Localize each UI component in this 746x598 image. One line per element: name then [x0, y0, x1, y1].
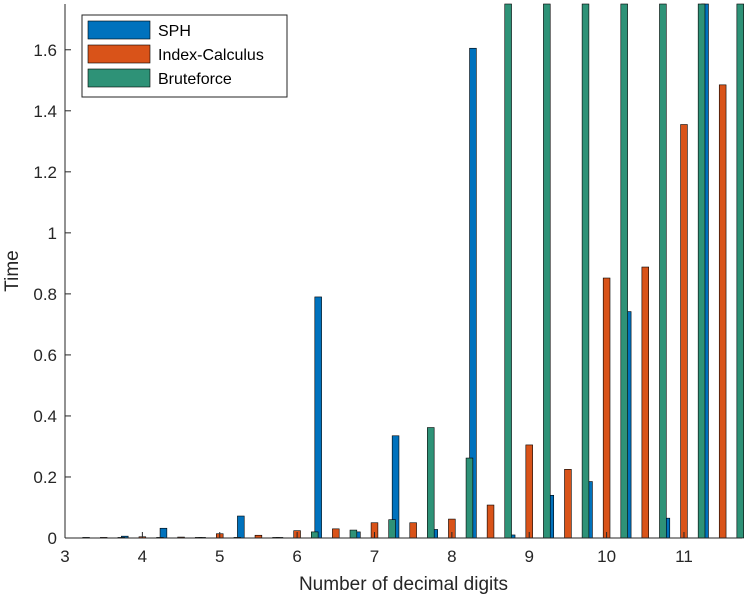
- y-tick-label: 1: [48, 224, 57, 243]
- bar-bruteforce-11: [543, 3, 551, 539]
- bar-bruteforce-12: [581, 3, 590, 539]
- x-tick-label: 3: [60, 547, 69, 566]
- bar-index-calculus-13: [602, 277, 611, 539]
- y-tick-label: 0.6: [33, 346, 57, 365]
- legend-label-bruteforce: Bruteforce: [158, 71, 232, 88]
- bar-index-calculus-11: [525, 444, 533, 539]
- bar-bruteforce-10: [504, 3, 512, 539]
- axes-group: [64, 4, 742, 539]
- bar-sph-4: [237, 515, 245, 539]
- ticks-group: 3 4 5 6 7 8 9 10 11 0 0.2 0.4 0.6 0.8 1 1.2 1.4 1.6: [33, 41, 692, 566]
- legend-label-sph: SPH: [158, 23, 191, 40]
- x-tick-label: 11: [675, 547, 693, 566]
- y-tick-label: 1.6: [33, 41, 57, 60]
- y-axis-label: Time: [2, 250, 23, 292]
- x-tick-label: 5: [215, 547, 224, 566]
- x-tick-label: 10: [597, 547, 616, 566]
- y-tick-label: 0.2: [33, 468, 57, 487]
- x-tick-label: 4: [138, 547, 147, 566]
- bar-index-calculus-14: [641, 266, 649, 539]
- bar-bruteforce-13: [620, 3, 628, 539]
- bar-bruteforce-14: [659, 3, 667, 539]
- x-tick-label: 9: [524, 547, 533, 566]
- bar-index-calculus-15: [680, 124, 688, 539]
- x-tick-label: 6: [292, 547, 301, 566]
- y-tick-label: 0.4: [33, 407, 57, 426]
- y-tick-label: 1.4: [33, 102, 57, 121]
- bar-bruteforce-7: [388, 519, 396, 539]
- x-axis-label: Number of decimal digits: [299, 574, 508, 595]
- bar-bruteforce-16: [736, 3, 744, 539]
- bar-bruteforce-15: [697, 3, 706, 539]
- bar-index-calculus-10: [486, 504, 495, 539]
- bars-group: [82, 3, 744, 539]
- bar-bruteforce-9: [465, 457, 474, 539]
- bar-index-calculus-8: [409, 522, 417, 539]
- legend-swatch-sph: [87, 20, 151, 40]
- bar-sph-2: [159, 527, 168, 539]
- bar-sph-6: [314, 296, 322, 539]
- bar-index-calculus-16: [718, 84, 727, 539]
- y-tick-label: 1.2: [33, 163, 57, 182]
- bar-bruteforce-6: [349, 529, 358, 539]
- bar-bruteforce-5: [311, 531, 319, 539]
- x-tick-label: 8: [447, 547, 456, 566]
- legend-swatch-bruteforce: [87, 68, 151, 88]
- legend-label-index-calculus: Index-Calculus: [158, 47, 264, 64]
- legend: SPH Index-Calculus Bruteforce: [81, 14, 288, 98]
- bar-bruteforce-8: [427, 427, 435, 539]
- bar-index-calculus-12: [564, 469, 572, 539]
- legend-swatch-index-calculus: [87, 44, 151, 64]
- bar-index-calculus-6: [332, 528, 340, 539]
- y-tick-label: 0.8: [33, 285, 57, 304]
- x-tick-label: 7: [370, 547, 379, 566]
- y-tick-label: 0: [48, 529, 57, 548]
